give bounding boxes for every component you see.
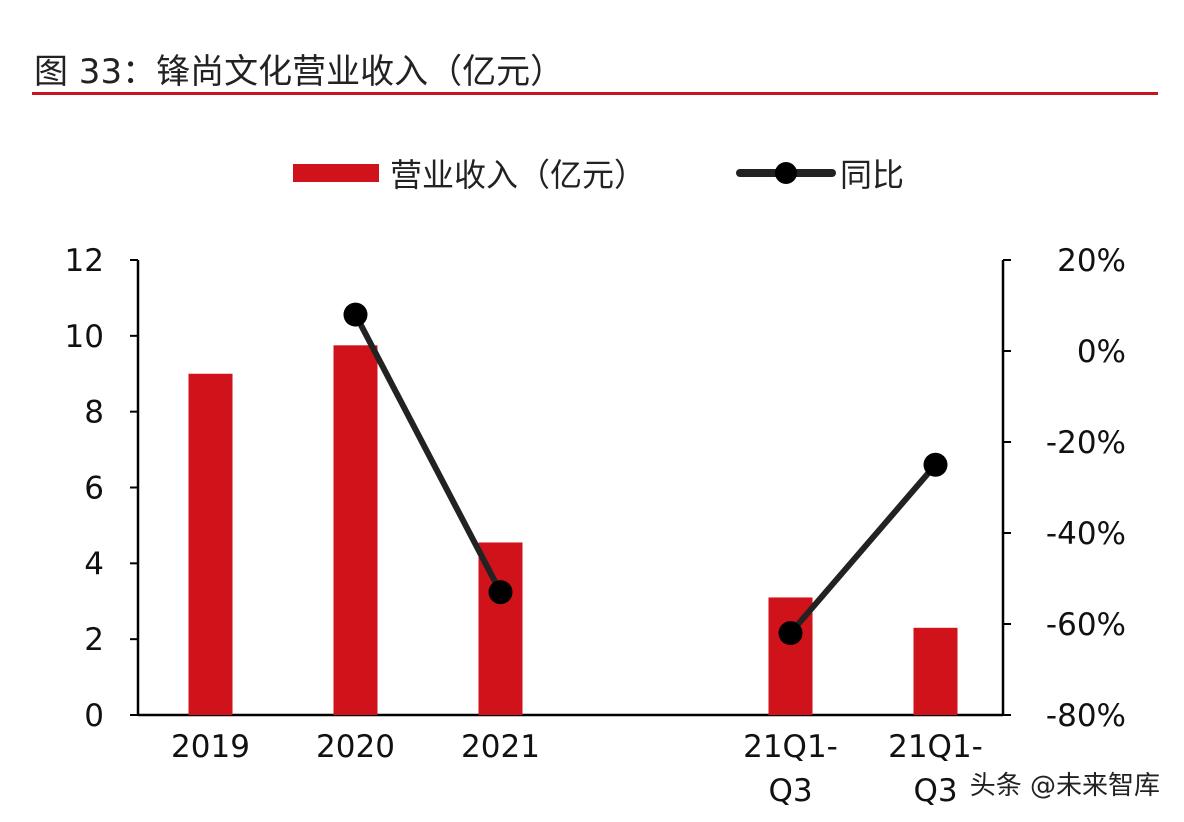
yoy-point-22Q1-Q3 bbox=[923, 452, 948, 477]
left-tick-label: 4 bbox=[84, 546, 104, 582]
yoy-point-2020 bbox=[343, 302, 368, 327]
bar-2021 bbox=[478, 542, 523, 715]
axes: 0 2 4 6 8 10 12 -80% -60% -40% -20% 0% 20% bbox=[65, 243, 1126, 734]
right-tick-label: -60% bbox=[1046, 607, 1126, 643]
bar-2019 bbox=[188, 373, 233, 715]
left-tick-label: 6 bbox=[84, 471, 104, 507]
x-tick-label: 2021 bbox=[461, 729, 540, 765]
yoy-line bbox=[343, 302, 948, 646]
left-tick-label: 2 bbox=[84, 622, 104, 658]
watermark: 头条 @未来智库 bbox=[969, 771, 1160, 801]
x-tick-label: 21Q1- bbox=[888, 729, 983, 765]
title-rule bbox=[32, 92, 1158, 95]
right-tick-label: -20% bbox=[1046, 425, 1126, 461]
left-tick-label: 10 bbox=[65, 319, 104, 355]
right-tick-label: 0% bbox=[1077, 334, 1126, 370]
left-tick-label: 0 bbox=[84, 698, 104, 734]
yoy-point-21Q1-Q3 bbox=[778, 621, 803, 646]
right-tick-label: -40% bbox=[1046, 516, 1126, 552]
bar-2020 bbox=[333, 345, 378, 715]
legend-bar-label: 营业收入（亿元） bbox=[390, 156, 646, 194]
x-axis-labels: 2019 2020 2021 21Q1- Q3 21Q1- Q3 bbox=[171, 729, 983, 809]
bar-22Q1-Q3 bbox=[913, 627, 958, 715]
legend: 营业收入（亿元） 同比 bbox=[293, 156, 904, 194]
legend-line-label: 同比 bbox=[840, 156, 904, 194]
figure-title: 图 33：锋尚文化营业收入（亿元） bbox=[34, 52, 565, 92]
right-tick-label: -80% bbox=[1046, 698, 1126, 734]
x-tick-label: 2020 bbox=[316, 729, 395, 765]
legend-line-marker bbox=[775, 162, 797, 184]
bars bbox=[188, 345, 958, 715]
left-tick-label: 8 bbox=[84, 395, 104, 431]
left-tick-label: 12 bbox=[65, 243, 104, 279]
x-tick-label: Q3 bbox=[768, 773, 812, 809]
yoy-line-segment bbox=[788, 462, 938, 636]
x-tick-label: Q3 bbox=[913, 773, 957, 809]
yoy-point-2021 bbox=[488, 580, 513, 605]
yoy-line-segment bbox=[352, 313, 504, 594]
x-tick-label: 2019 bbox=[171, 729, 250, 765]
right-tick-label: 20% bbox=[1057, 243, 1126, 279]
x-tick-label: 21Q1- bbox=[743, 729, 838, 765]
legend-bar-swatch bbox=[293, 164, 379, 182]
